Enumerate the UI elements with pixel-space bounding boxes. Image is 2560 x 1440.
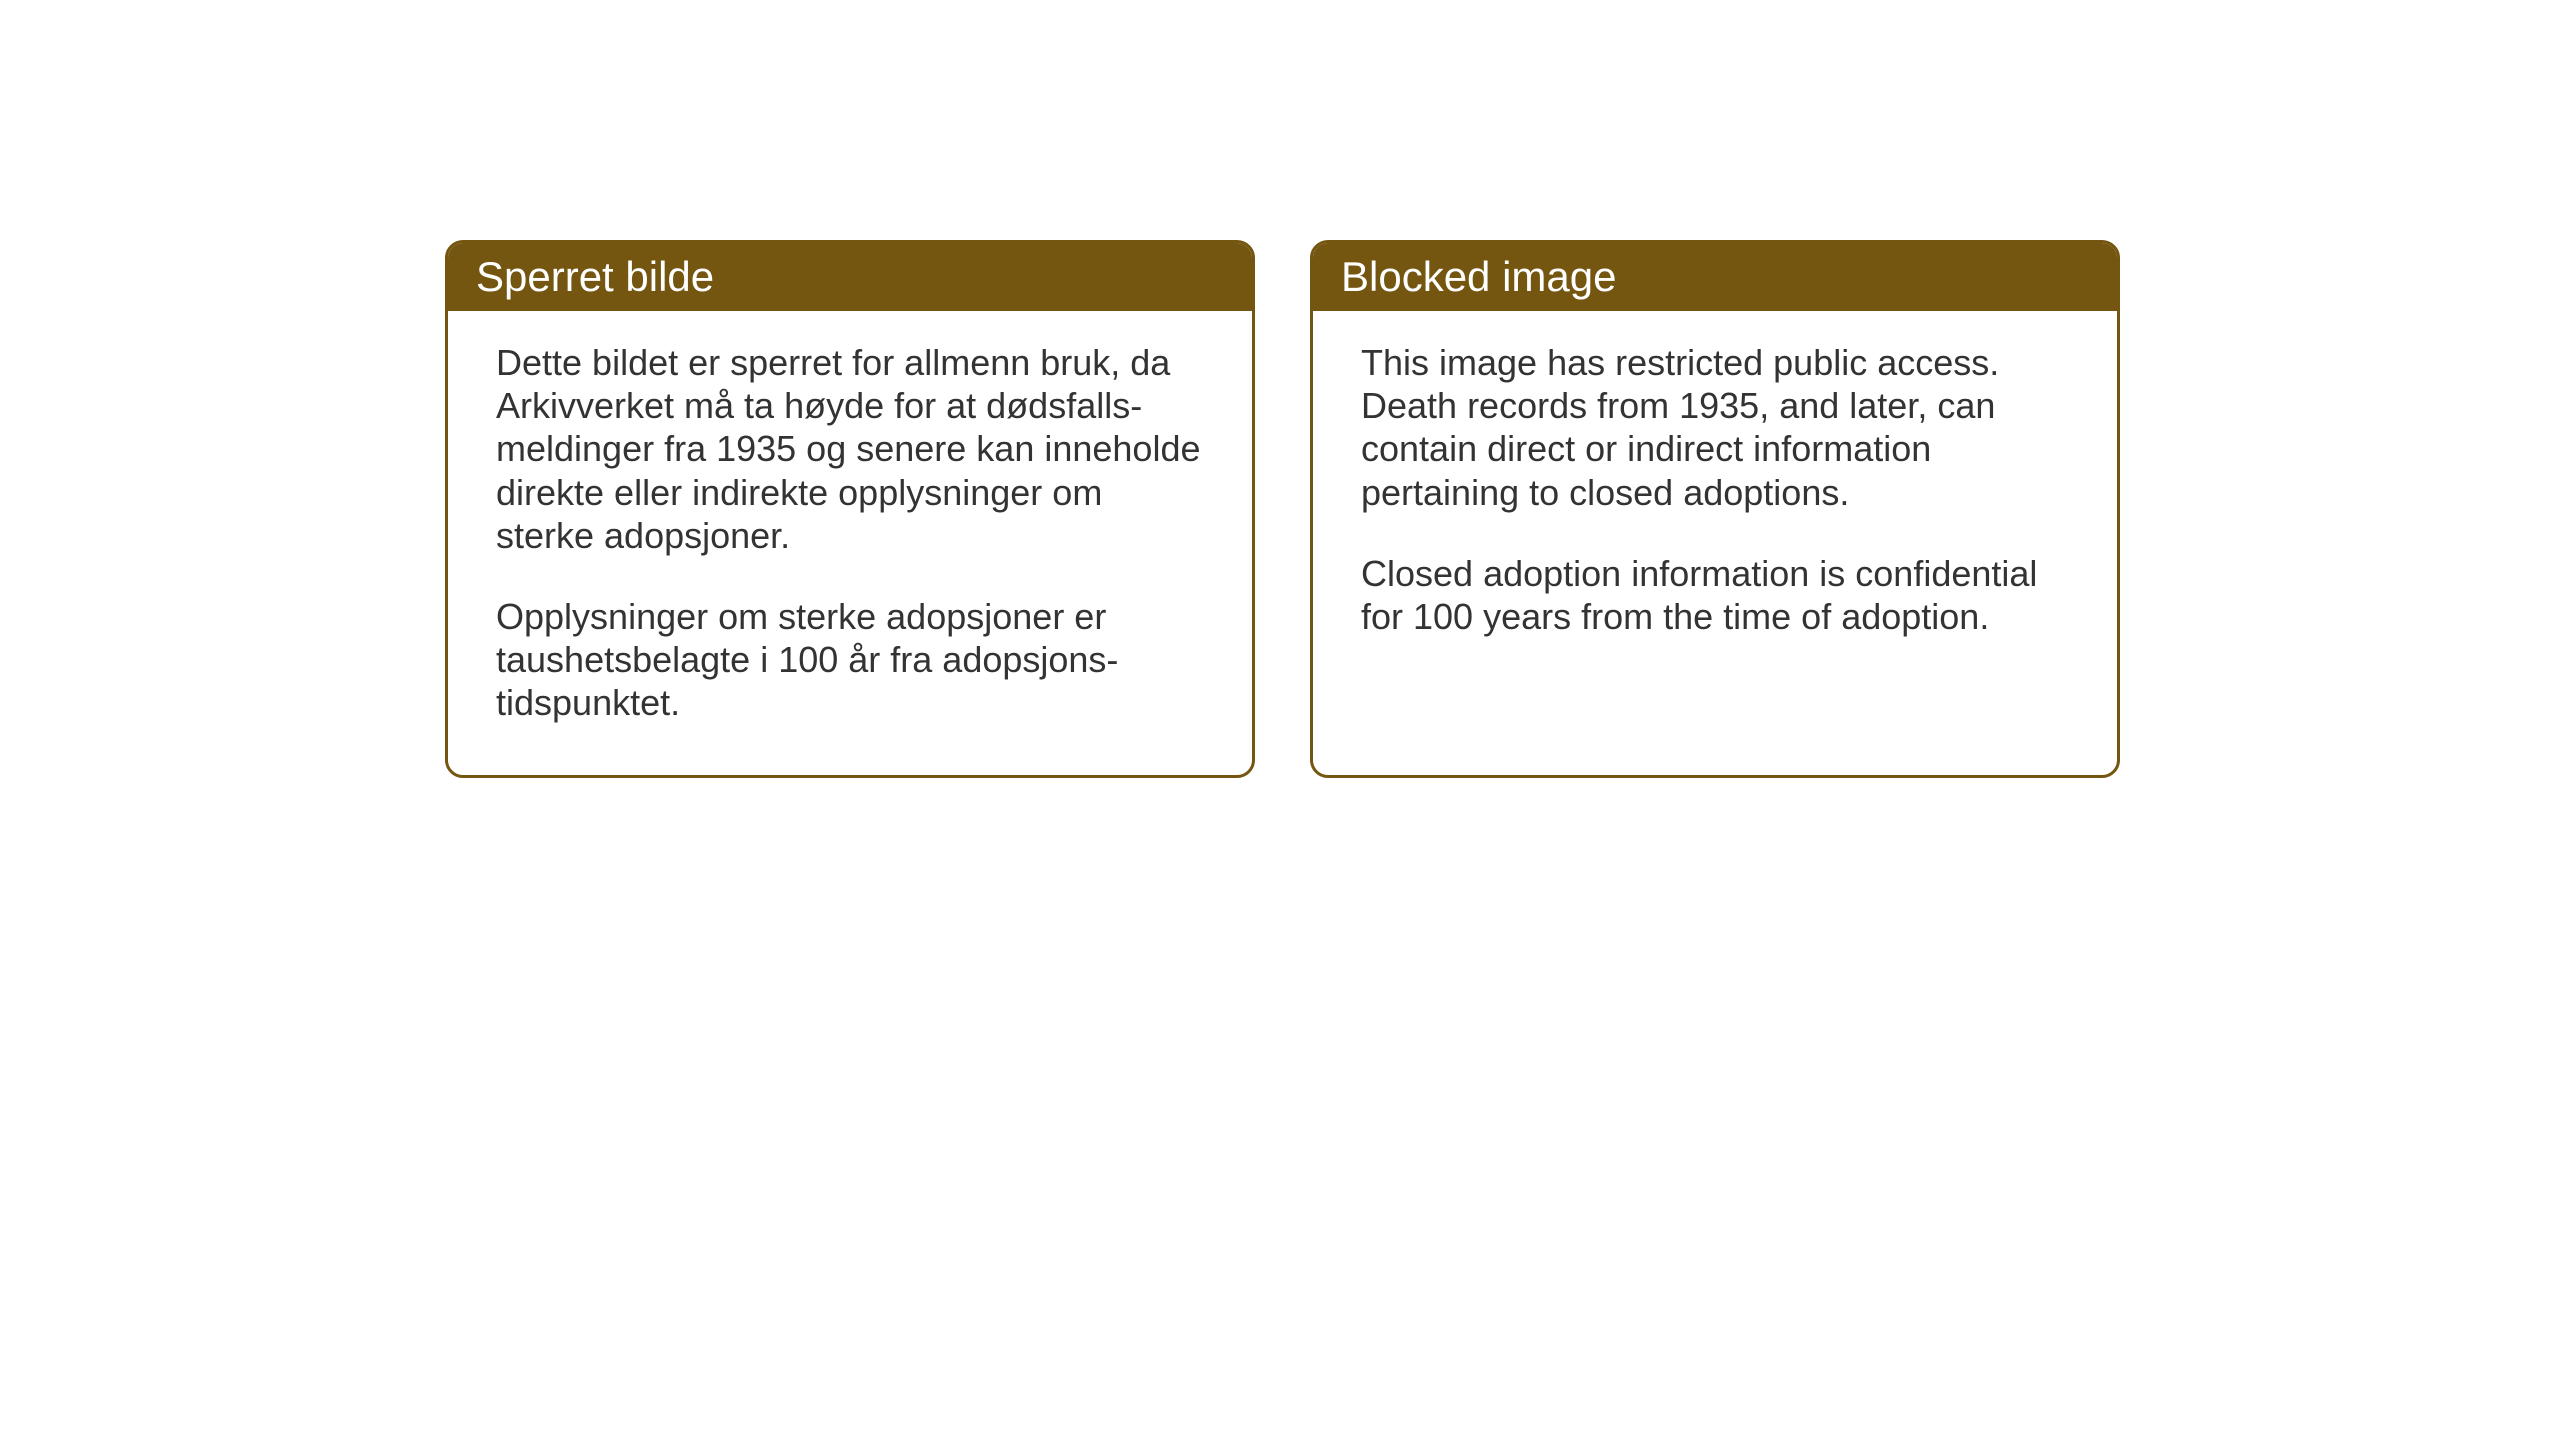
notice-paragraph: Opplysninger om sterke adopsjoner er tau…	[496, 595, 1204, 725]
notice-box-norwegian: Sperret bilde Dette bildet er sperret fo…	[445, 240, 1255, 778]
notice-paragraph: Closed adoption information is confident…	[1361, 552, 2069, 638]
notice-body-norwegian: Dette bildet er sperret for allmenn bruk…	[448, 311, 1252, 775]
notice-body-english: This image has restricted public access.…	[1313, 311, 2117, 688]
notice-paragraph: This image has restricted public access.…	[1361, 341, 2069, 514]
notice-header-english: Blocked image	[1313, 243, 2117, 311]
notice-box-english: Blocked image This image has restricted …	[1310, 240, 2120, 778]
notice-title: Sperret bilde	[476, 253, 714, 300]
notice-title: Blocked image	[1341, 253, 1616, 300]
notice-paragraph: Dette bildet er sperret for allmenn bruk…	[496, 341, 1204, 557]
notice-container: Sperret bilde Dette bildet er sperret fo…	[445, 240, 2120, 778]
notice-header-norwegian: Sperret bilde	[448, 243, 1252, 311]
